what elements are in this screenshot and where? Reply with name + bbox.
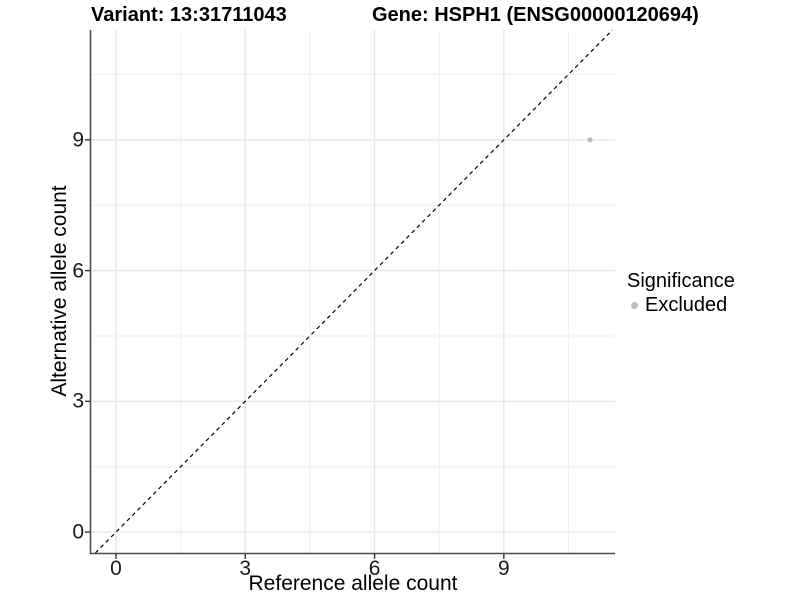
y-tick-label: 0 — [72, 520, 84, 544]
legend-item: Excluded — [627, 294, 735, 316]
legend-point-icon — [631, 301, 638, 309]
identity-line — [94, 29, 613, 554]
x-tick-label: 9 — [497, 557, 510, 580]
y-tick-label: 3 — [72, 389, 84, 413]
y-axis-title: Alternative allele count — [48, 185, 71, 397]
gene-title: Gene: HSPH1 (ENSG00000120694) — [372, 4, 699, 26]
legend: Significance Excluded — [627, 270, 735, 316]
legend-item-label: Excluded — [645, 294, 728, 316]
legend-title: Significance — [627, 270, 735, 292]
y-tick-label: 6 — [72, 259, 84, 283]
x-tick-label: 3 — [239, 557, 252, 580]
x-tick-label: 0 — [110, 557, 122, 580]
x-tick-label: 6 — [368, 557, 381, 580]
y-tick-label: 9 — [72, 128, 84, 152]
variant-title: Variant: 13:31711043 — [91, 4, 287, 26]
legend-items: Excluded — [627, 294, 735, 316]
data-point — [587, 137, 593, 143]
x-axis-title: Reference allele count — [248, 572, 458, 595]
